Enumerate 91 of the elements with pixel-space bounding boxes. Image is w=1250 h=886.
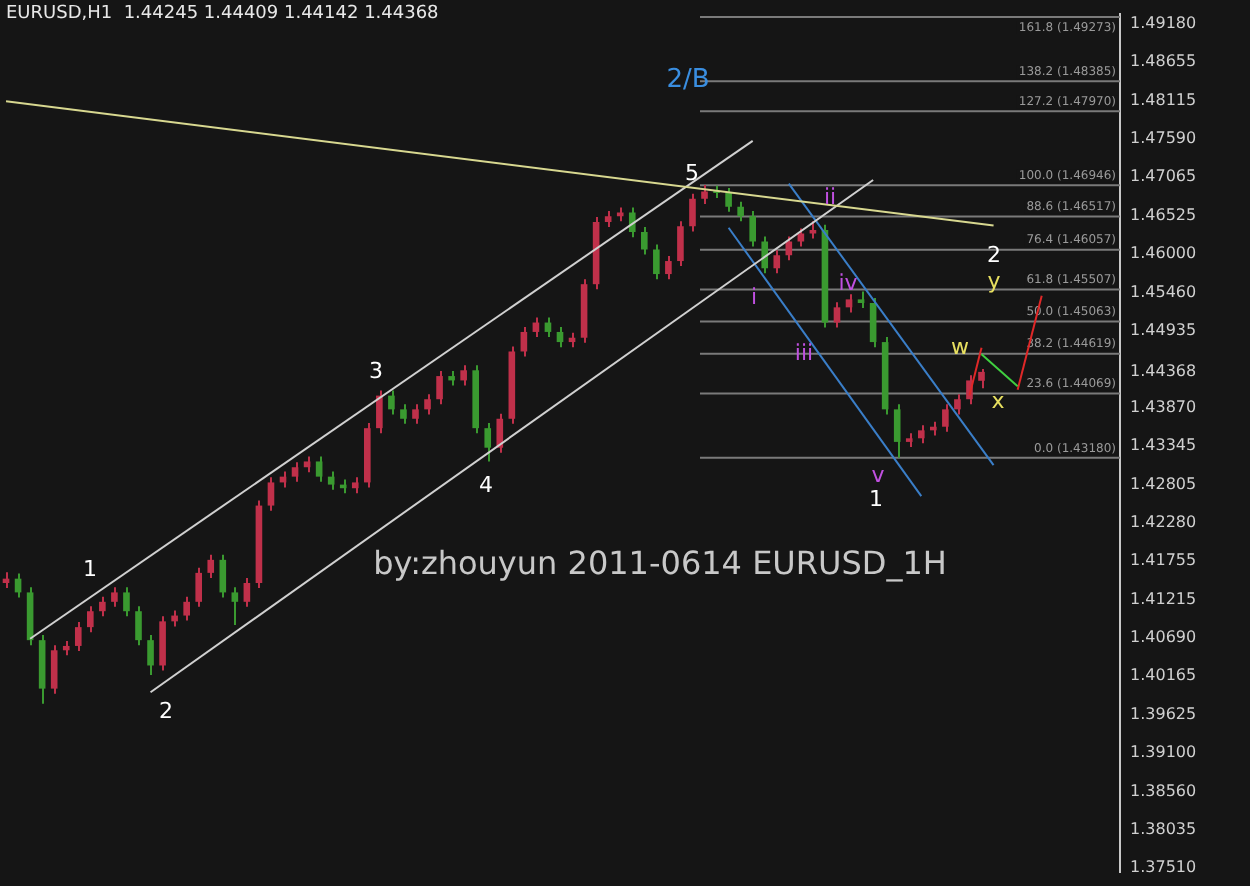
- y-tick-label: 1.38560: [1130, 782, 1197, 801]
- y-tick-label: 1.47065: [1130, 166, 1197, 185]
- candlestick: [628, 206, 636, 239]
- candlestick: [183, 595, 190, 622]
- candlestick: [689, 192, 696, 233]
- y-tick-label: 1.37510: [1130, 858, 1197, 877]
- annotation: iv: [838, 269, 859, 296]
- y-tick-label: 1.43345: [1130, 436, 1197, 455]
- y-tick-label: 1.49180: [1130, 13, 1197, 32]
- y-tick-label: 1.47590: [1130, 128, 1197, 147]
- annotation: w: [951, 333, 969, 360]
- candlestick: [315, 455, 323, 483]
- candlestick: [556, 325, 564, 349]
- candlestick: [701, 184, 708, 205]
- annotation: iii: [794, 339, 814, 366]
- candlestick: [917, 424, 925, 445]
- candlestick: [74, 621, 82, 653]
- y-tick-label: 1.48115: [1130, 90, 1197, 109]
- candlestick: [231, 586, 239, 626]
- candlestick: [327, 470, 335, 491]
- candlestick: [111, 586, 118, 608]
- y-tick-label: 1.44935: [1130, 321, 1197, 340]
- candlestick: [460, 364, 467, 387]
- candlestick: [388, 389, 395, 416]
- y-tick-label: 1.38035: [1130, 820, 1197, 839]
- candlestick: [761, 235, 769, 275]
- candlestick: [749, 210, 756, 248]
- candlestick: [424, 393, 431, 416]
- annotation: 4: [479, 471, 493, 498]
- candlestick: [195, 566, 203, 608]
- candlestick: [653, 243, 660, 281]
- candlestick: [207, 553, 215, 579]
- y-tick-label: 1.39625: [1130, 705, 1197, 724]
- annotation: by:zhouyun 2011-0614 EURUSD_1H: [373, 544, 947, 583]
- y-tick-label: 1.39100: [1130, 743, 1197, 762]
- candlestick: [737, 200, 744, 223]
- annotation: 2/B: [666, 64, 710, 95]
- y-tick-label: 1.42280: [1130, 513, 1197, 532]
- candlestick: [147, 634, 154, 676]
- y-tick-label: 1.40165: [1130, 666, 1197, 685]
- annotation: 1: [869, 485, 883, 512]
- candlestick: [942, 403, 949, 433]
- y-tick-label: 1.44368: [1130, 362, 1197, 381]
- y-tick-label: 1.41215: [1130, 590, 1197, 609]
- candlestick: [267, 476, 275, 512]
- y-tick-label: 1.40690: [1130, 628, 1197, 647]
- candlestick: [893, 403, 901, 459]
- annotation: 3: [369, 357, 383, 384]
- candlestick: [869, 296, 877, 349]
- annotation: 2: [987, 241, 1001, 268]
- candlestick: [400, 403, 407, 425]
- y-tick-label: 1.46000: [1130, 243, 1197, 262]
- annotation: 2: [159, 697, 173, 724]
- candlestick: [123, 586, 130, 618]
- candlestick: [50, 644, 58, 695]
- candlestick: [833, 301, 841, 329]
- candlestick: [159, 615, 166, 672]
- candlestick: [135, 605, 142, 647]
- candlestick: [845, 293, 853, 314]
- y-tick-label: 1.48655: [1130, 51, 1197, 70]
- candlestick: [87, 605, 94, 634]
- candlestick: [484, 422, 492, 463]
- candlestick: [496, 412, 504, 454]
- y-tick-label: 1.45460: [1130, 283, 1197, 302]
- candlestick: [243, 576, 251, 608]
- candlestick: [376, 389, 383, 435]
- y-tick-label: 1.43870: [1130, 398, 1197, 417]
- candlestick: [665, 254, 672, 281]
- candlestick: [954, 393, 961, 416]
- candlestick: [291, 461, 299, 483]
- annotation: 5: [685, 159, 699, 186]
- annotation: y: [987, 267, 1002, 294]
- y-tick-label: 1.42805: [1130, 475, 1197, 494]
- annotation: v: [871, 461, 886, 488]
- candlestick: [640, 226, 648, 256]
- candlestick: [99, 595, 106, 618]
- candlestick: [725, 186, 732, 213]
- candlestick: [797, 227, 805, 248]
- candlestick: [219, 553, 227, 599]
- y-tick-label: 1.46525: [1130, 205, 1197, 224]
- annotation: ii: [823, 183, 837, 210]
- candlestick: [436, 370, 443, 406]
- chart-title: EURUSD,H1 1.44245 1.44409 1.44142 1.44368: [6, 4, 439, 24]
- candlestick: [978, 367, 985, 390]
- candlestick: [412, 403, 419, 425]
- candlestick: [677, 220, 684, 268]
- candlestick: [773, 249, 781, 275]
- annotation: x: [991, 387, 1006, 414]
- y-tick-label: 1.41755: [1130, 551, 1197, 570]
- annotation: 1: [83, 555, 97, 582]
- annotation: i: [750, 283, 758, 310]
